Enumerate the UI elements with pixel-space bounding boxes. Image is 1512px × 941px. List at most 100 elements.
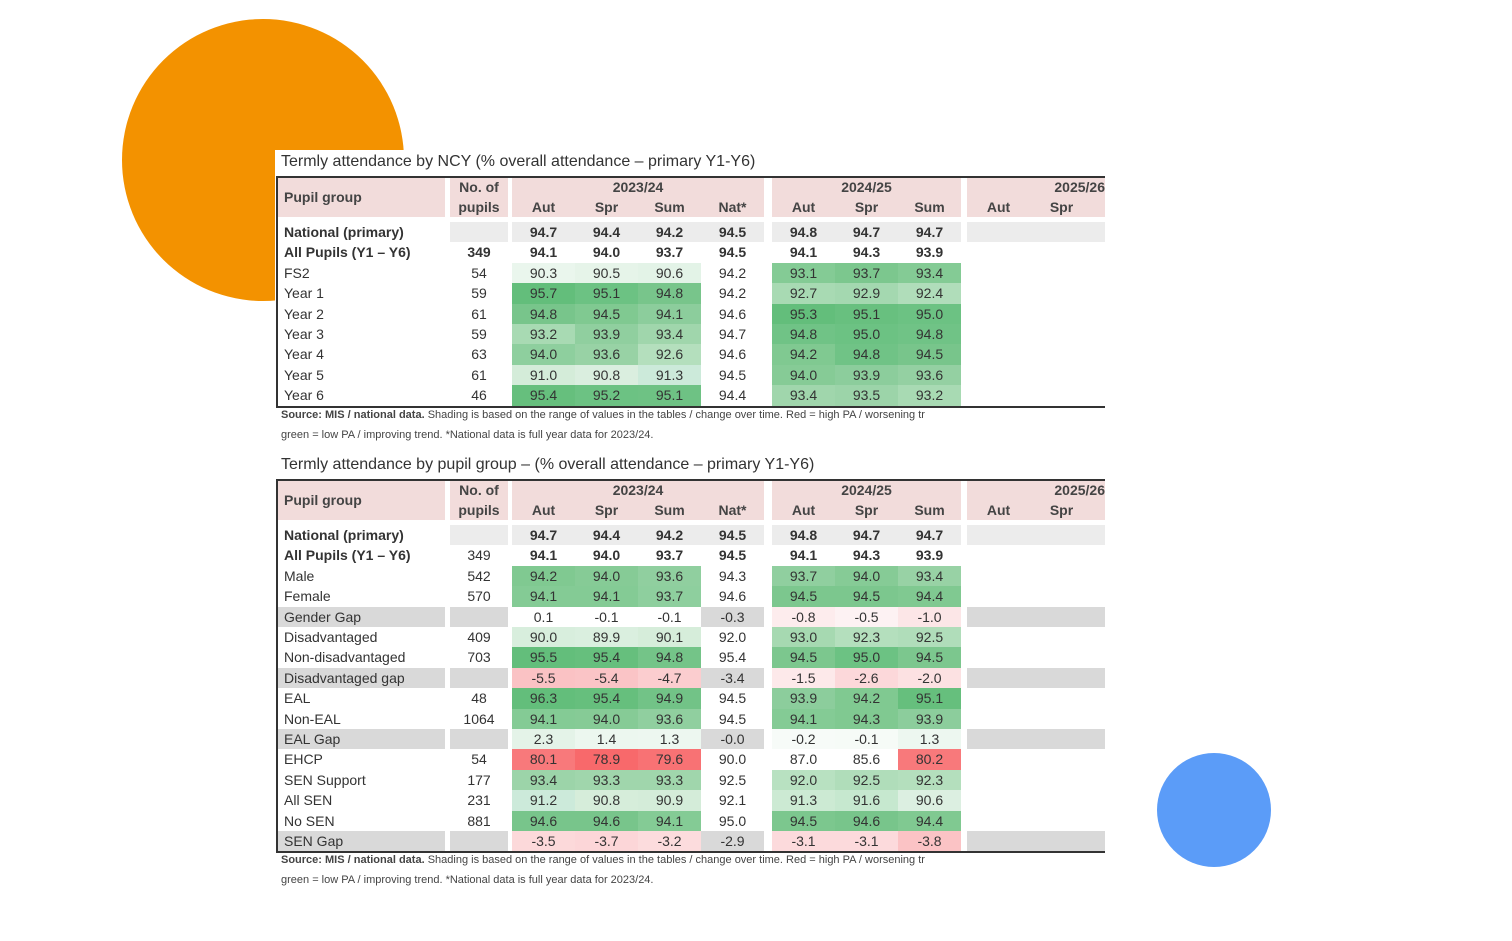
value-cell: 91.6 — [835, 790, 898, 811]
value-cell: 92.7 — [772, 283, 835, 304]
value-cell: 93.4 — [638, 324, 701, 345]
value-cell: -0.3 — [701, 606, 764, 627]
empty-cell — [967, 565, 1030, 587]
value-cell: 78.9 — [575, 749, 638, 770]
value-cell: 94.6 — [701, 344, 764, 365]
empty-cell — [1030, 324, 1105, 345]
row-pupils: 881 — [450, 810, 508, 831]
empty-cell — [967, 324, 1030, 345]
row-label: Male — [278, 565, 445, 587]
value-cell: 2.3 — [512, 729, 575, 750]
header-year: 2023/24 — [512, 177, 764, 197]
value-cell: 94.1 — [638, 303, 701, 324]
value-cell: 94.7 — [898, 525, 961, 546]
value-cell: 93.3 — [638, 769, 701, 791]
row-pupils — [450, 667, 508, 689]
empty-cell — [967, 344, 1030, 365]
value-cell: 94.4 — [575, 525, 638, 546]
row-pupils — [450, 525, 508, 546]
value-cell: 94.5 — [701, 222, 764, 243]
value-cell: -0.1 — [575, 606, 638, 627]
source: Source: MIS / national data. — [281, 408, 425, 421]
header-term: Spr — [575, 500, 638, 520]
row-pupils: 542 — [450, 565, 508, 587]
empty-cell — [1030, 364, 1105, 386]
row-pupils — [450, 729, 508, 750]
value-cell: 92.1 — [701, 790, 764, 811]
note-line: green = low PA / improving trend. *Natio… — [281, 428, 654, 441]
value-cell: 93.4 — [772, 385, 835, 406]
value-cell: 94.2 — [701, 283, 764, 304]
table-title: Termly attendance by NCY (% overall atte… — [281, 153, 756, 170]
empty-cell — [1030, 262, 1105, 284]
row-pupils: 349 — [450, 242, 508, 263]
header-year: 2024/25 — [772, 480, 961, 500]
row-label: Non-disadvantaged — [278, 647, 445, 668]
header-pupils: No. of — [450, 177, 508, 197]
value-cell: 94.9 — [638, 688, 701, 709]
row-label: SEN Support — [278, 769, 445, 791]
value-cell: 94.5 — [898, 647, 961, 668]
value-cell: -5.5 — [512, 667, 575, 689]
value-cell: 92.9 — [835, 283, 898, 304]
value-cell: 90.8 — [575, 364, 638, 386]
empty-cell — [967, 831, 1030, 852]
value-cell: 93.9 — [772, 688, 835, 709]
value-cell: 94.0 — [575, 242, 638, 263]
value-cell: 90.1 — [638, 627, 701, 648]
row-pupils — [450, 606, 508, 627]
value-cell: 94.4 — [898, 586, 961, 607]
value-cell: 94.7 — [512, 525, 575, 546]
header-group: Pupil group — [278, 177, 445, 217]
row-label: All SEN — [278, 790, 445, 811]
empty-cell — [1030, 283, 1105, 304]
value-cell: 95.1 — [575, 283, 638, 304]
empty-cell — [1030, 769, 1105, 791]
value-cell: 90.6 — [898, 790, 961, 811]
source-line: Source: MIS / national data. Shading is … — [281, 854, 1106, 866]
value-cell: -1.0 — [898, 606, 961, 627]
value-cell: 93.5 — [835, 385, 898, 406]
border-top — [278, 176, 1105, 178]
row-label: Non-EAL — [278, 708, 445, 729]
value-cell: 95.5 — [512, 647, 575, 668]
value-cell: 94.7 — [835, 525, 898, 546]
row-label: Gender Gap — [278, 606, 445, 627]
header-term: Aut — [772, 500, 835, 520]
value-cell: 94.8 — [638, 283, 701, 304]
row-pupils: 48 — [450, 688, 508, 709]
value-cell: 94.5 — [701, 545, 764, 566]
blue-circle — [1157, 753, 1271, 867]
value-cell: 1.3 — [638, 729, 701, 750]
border-bottom — [278, 851, 1105, 854]
value-cell: 93.2 — [512, 324, 575, 345]
row-pupils: 46 — [450, 385, 508, 406]
value-cell: 93.0 — [772, 627, 835, 648]
value-cell: 94.1 — [512, 242, 575, 263]
row-pupils — [450, 831, 508, 852]
value-cell: 94.0 — [835, 565, 898, 587]
border-bottom — [278, 405, 1105, 408]
value-cell: -3.4 — [701, 667, 764, 689]
value-cell: -0.1 — [638, 606, 701, 627]
value-cell: 94.5 — [835, 586, 898, 607]
note-line: green = low PA / improving trend. *Natio… — [281, 874, 654, 887]
value-cell: 94.1 — [512, 545, 575, 566]
row-pupils: 570 — [450, 586, 508, 607]
row-pupils — [450, 222, 508, 243]
value-cell: 93.4 — [512, 769, 575, 791]
row-label: Year 5 — [278, 364, 445, 386]
header-term: Sum — [638, 197, 701, 217]
value-cell: 94.5 — [701, 242, 764, 263]
empty-cell — [1030, 627, 1105, 648]
source-line: Source: MIS / national data. Shading is … — [281, 409, 1106, 421]
header-pupils: pupils — [450, 500, 508, 520]
row-pupils: 63 — [450, 344, 508, 365]
value-cell: 93.1 — [772, 262, 835, 284]
empty-cell — [1030, 242, 1105, 263]
row-pupils: 54 — [450, 749, 508, 770]
empty-cell — [967, 242, 1030, 263]
value-cell: 94.6 — [701, 586, 764, 607]
row-label: Female — [278, 586, 445, 607]
